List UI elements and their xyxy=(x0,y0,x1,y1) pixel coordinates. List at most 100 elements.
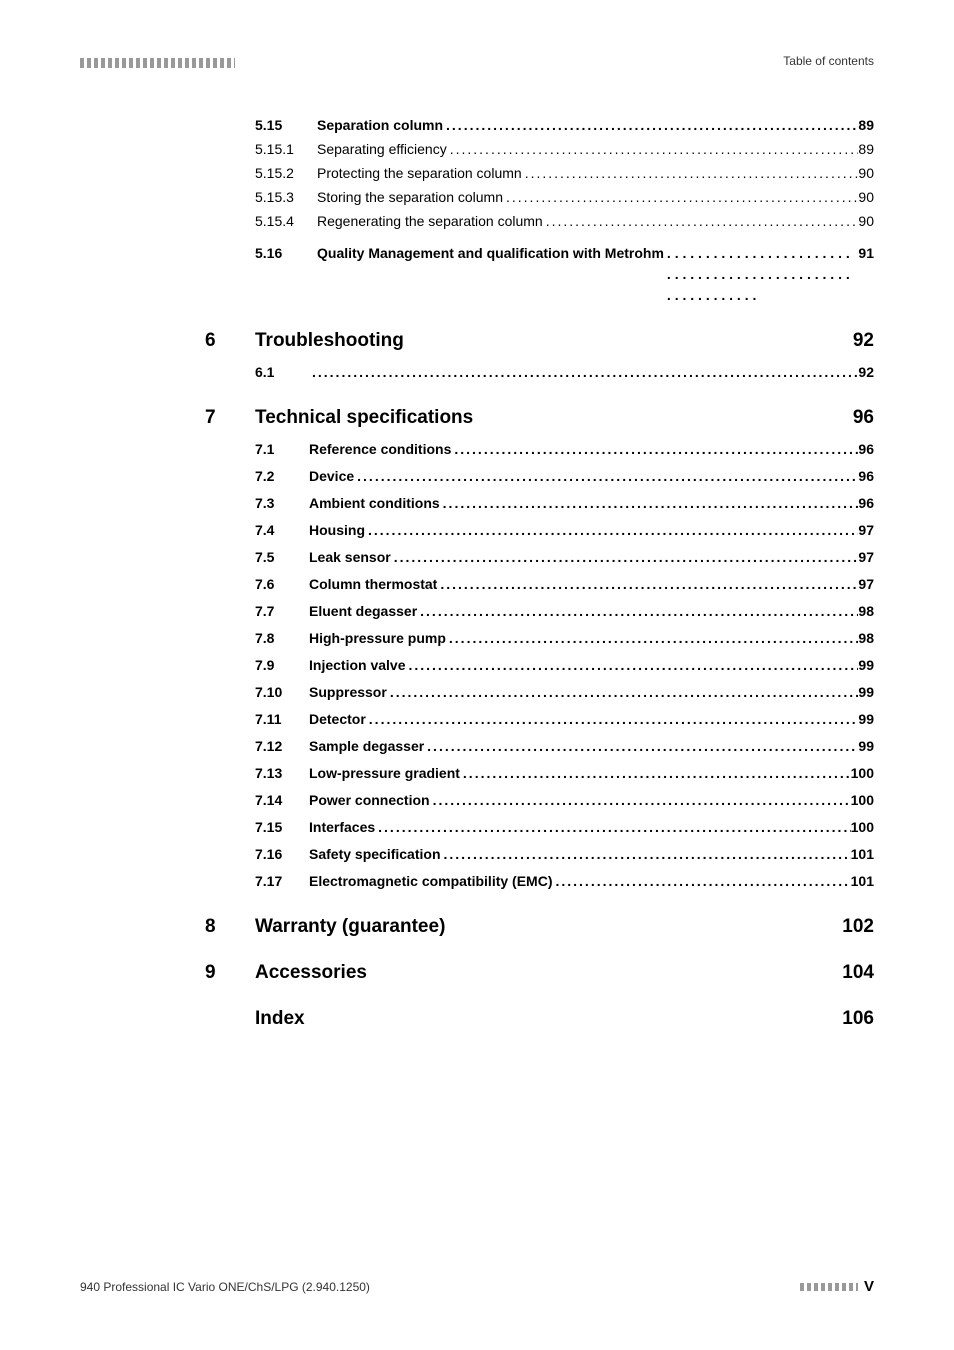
toc-num: 7.5 xyxy=(255,547,305,568)
toc-title: Suppressor xyxy=(305,682,387,703)
toc-section: 7.3Ambient conditions 96 xyxy=(255,493,874,514)
toc-subsection: 5.15.3 Storing the separation column 90 xyxy=(255,187,874,208)
toc-title: Regenerating the separation column xyxy=(313,211,543,232)
toc-num: 5.16 xyxy=(255,243,313,264)
toc-chapter: 8 Warranty (guarantee) 102 xyxy=(255,916,874,938)
toc-page: 101 xyxy=(851,871,874,892)
toc-section: 5.16 Quality Management and qualificatio… xyxy=(255,243,874,306)
toc-section: 7.4Housing97 xyxy=(255,520,874,541)
toc-section: 7.1Reference conditions96 xyxy=(255,439,874,460)
toc-chapter-page: 92 xyxy=(853,330,874,352)
toc-subsection: 5.15.1 Separating efficiency 89 xyxy=(255,139,874,160)
toc-num: 7.2 xyxy=(255,466,305,487)
toc-page: 90 xyxy=(858,211,874,232)
toc-num: 7.14 xyxy=(255,790,305,811)
toc-section: 6.1 92 xyxy=(255,362,874,383)
toc-title: Power connection xyxy=(305,790,430,811)
toc-page: 96 xyxy=(858,493,874,514)
toc-dots xyxy=(522,163,859,184)
toc-subsection: 5.15.4 Regenerating the separation colum… xyxy=(255,211,874,232)
toc-num: 7.3 xyxy=(255,493,305,514)
toc-page: 98 xyxy=(858,601,874,622)
toc-num: 7.12 xyxy=(255,736,305,757)
toc-title: Column thermostat xyxy=(305,574,437,595)
toc-section: 7.8High-pressure pump 98 xyxy=(255,628,874,649)
toc-num: 7.16 xyxy=(255,844,305,865)
toc-title: Low-pressure gradient xyxy=(305,763,460,784)
toc-page: 96 xyxy=(858,466,874,487)
toc-num: 7.11 xyxy=(255,709,305,730)
toc-title: High-pressure pump xyxy=(305,628,446,649)
toc-title: Injection valve xyxy=(305,655,405,676)
toc-dots xyxy=(543,211,859,232)
toc-section: 7.16Safety specification101 xyxy=(255,844,874,865)
toc-num: 6.1 xyxy=(255,362,305,383)
toc-title: Storing the separation column xyxy=(313,187,503,208)
toc-dots xyxy=(552,871,850,892)
toc-title: Electromagnetic compatibility (EMC) xyxy=(305,871,552,892)
toc-title: Ambient conditions xyxy=(305,493,440,514)
toc-chapter: 9 Accessories 104 xyxy=(255,962,874,984)
toc-index: Index 106 xyxy=(255,1008,874,1030)
toc-title: Detector xyxy=(305,709,366,730)
toc-title: Separation column xyxy=(313,115,443,136)
toc-title: Separating efficiency xyxy=(313,139,447,160)
toc-num: 5.15.3 xyxy=(255,187,313,208)
toc-dots xyxy=(460,763,851,784)
toc-page: 91 xyxy=(858,243,874,264)
toc-title: Quality Management and qualification wit… xyxy=(313,243,664,264)
toc-dots xyxy=(430,790,851,811)
toc-chapter: 6 Troubleshooting 92 xyxy=(255,330,874,352)
toc-title: Sample degasser xyxy=(305,736,424,757)
toc-num: 7.8 xyxy=(255,628,305,649)
toc-num: 5.15.1 xyxy=(255,139,313,160)
toc-section: 7.17Electromagnetic compatibility (EMC) 1… xyxy=(255,871,874,892)
toc-page: 98 xyxy=(858,628,874,649)
toc-chapter-title: Technical specifications xyxy=(255,407,853,429)
toc-section: 7.11Detector99 xyxy=(255,709,874,730)
toc-dots xyxy=(437,574,858,595)
toc-num: 7.4 xyxy=(255,520,305,541)
toc-chapter-num: 8 xyxy=(205,916,255,938)
toc-subsection: 5.15.2 Protecting the separation column … xyxy=(255,163,874,184)
toc-index-title: Index xyxy=(255,1008,842,1030)
toc-title: Safety specification xyxy=(305,844,441,865)
toc-num: 7.17 xyxy=(255,871,305,892)
toc-num: 7.15 xyxy=(255,817,305,838)
footer-doc-title: 940 Professional IC Vario ONE/ChS/LPG (2… xyxy=(80,1280,370,1294)
toc-page: 97 xyxy=(858,520,874,541)
toc-dots xyxy=(424,736,858,757)
toc-page: 89 xyxy=(858,115,874,136)
toc-title: Reference conditions xyxy=(305,439,451,460)
toc-page: 100 xyxy=(851,817,874,838)
toc-dots xyxy=(387,682,859,703)
toc-dots xyxy=(391,547,859,568)
toc-page: 97 xyxy=(858,574,874,595)
toc-dots xyxy=(503,187,858,208)
toc-num: 5.15 xyxy=(255,115,313,136)
toc-num: 5.15.4 xyxy=(255,211,313,232)
toc-chapter-page: 102 xyxy=(842,916,874,938)
toc-section: 7.14Power connection 100 xyxy=(255,790,874,811)
toc-page: 99 xyxy=(858,655,874,676)
toc-chapter-num: 9 xyxy=(205,962,255,984)
toc-content: 5.15 Separation column 89 5.15.1 Separat… xyxy=(255,115,874,1040)
toc-section: 7.13Low-pressure gradient100 xyxy=(255,763,874,784)
toc-page: 100 xyxy=(851,790,874,811)
toc-num: 7.1 xyxy=(255,439,305,460)
toc-dots xyxy=(664,243,859,306)
toc-num: 7.13 xyxy=(255,763,305,784)
toc-section: 7.6Column thermostat97 xyxy=(255,574,874,595)
toc-dots xyxy=(365,520,858,541)
toc-page: 90 xyxy=(858,187,874,208)
toc-dots xyxy=(366,709,859,730)
toc-index-page: 106 xyxy=(842,1008,874,1030)
toc-chapter-num: 6 xyxy=(205,330,255,352)
toc-dots xyxy=(440,493,859,514)
toc-section: 7.10Suppressor99 xyxy=(255,682,874,703)
toc-page: 99 xyxy=(858,682,874,703)
toc-chapter-num: 7 xyxy=(205,407,255,429)
toc-dots xyxy=(443,115,858,136)
toc-dots xyxy=(451,439,858,460)
toc-dots xyxy=(417,601,858,622)
